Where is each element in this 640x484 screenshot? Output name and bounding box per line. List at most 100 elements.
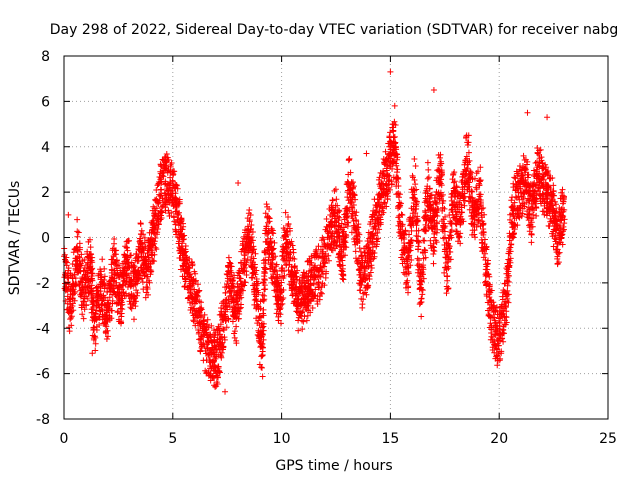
data-point bbox=[152, 244, 159, 251]
data-point bbox=[237, 259, 244, 266]
data-point bbox=[261, 277, 268, 284]
data-point bbox=[414, 255, 421, 262]
data-point bbox=[276, 282, 283, 289]
data-point bbox=[72, 288, 79, 295]
data-point bbox=[89, 350, 96, 357]
data-point bbox=[242, 279, 249, 286]
data-point bbox=[106, 303, 113, 310]
data-point bbox=[277, 320, 284, 327]
data-point bbox=[153, 205, 160, 212]
data-point bbox=[104, 333, 111, 340]
x-tick-labels: 0 5 10 15 20 25 bbox=[60, 431, 617, 447]
data-point bbox=[268, 238, 275, 245]
data-point bbox=[65, 265, 72, 272]
data-point bbox=[79, 311, 86, 318]
data-point bbox=[69, 302, 76, 309]
data-point bbox=[93, 316, 100, 323]
data-point bbox=[147, 261, 154, 268]
data-point bbox=[359, 301, 366, 308]
data-point bbox=[249, 229, 256, 236]
data-point bbox=[374, 235, 381, 242]
data-point bbox=[179, 240, 186, 247]
data-point bbox=[345, 157, 352, 164]
data-point bbox=[275, 317, 282, 324]
data-point bbox=[507, 244, 514, 251]
y-tick-label: 6 bbox=[41, 94, 50, 110]
data-point bbox=[111, 235, 118, 242]
data-point bbox=[409, 174, 416, 181]
chart-title: Day 298 of 2022, Sidereal Day-to-day VTE… bbox=[50, 22, 618, 38]
data-point bbox=[418, 313, 425, 320]
data-point bbox=[248, 233, 255, 240]
data-point bbox=[195, 288, 202, 295]
data-point bbox=[277, 305, 284, 312]
data-point bbox=[346, 155, 353, 162]
data-point bbox=[241, 264, 248, 271]
data-point bbox=[155, 200, 162, 207]
data-point bbox=[126, 237, 133, 244]
x-tick-label: 20 bbox=[490, 431, 508, 447]
data-point bbox=[252, 271, 259, 278]
data-point bbox=[273, 261, 280, 268]
y-tick-label: -8 bbox=[36, 412, 50, 428]
data-point bbox=[284, 231, 291, 238]
data-point bbox=[444, 277, 451, 284]
y-tick-label: -6 bbox=[36, 367, 50, 383]
data-point bbox=[145, 291, 152, 298]
data-point bbox=[178, 215, 185, 222]
data-point bbox=[280, 294, 287, 301]
data-point bbox=[182, 242, 189, 249]
data-point bbox=[204, 345, 211, 352]
data-point bbox=[70, 307, 77, 314]
data-point bbox=[235, 315, 242, 322]
data-point bbox=[123, 255, 130, 262]
data-point bbox=[231, 334, 238, 341]
data-point bbox=[146, 279, 153, 286]
data-point bbox=[356, 245, 363, 252]
data-point bbox=[253, 267, 260, 274]
data-point bbox=[96, 322, 103, 329]
data-point bbox=[393, 169, 400, 176]
data-point bbox=[223, 324, 230, 331]
data-point bbox=[76, 240, 83, 247]
data-point bbox=[270, 230, 277, 237]
data-point bbox=[147, 269, 154, 276]
data-point bbox=[431, 248, 438, 255]
data-point bbox=[222, 388, 229, 395]
data-point bbox=[138, 227, 145, 234]
data-point bbox=[255, 289, 262, 296]
data-point bbox=[391, 102, 398, 109]
data-point bbox=[76, 246, 83, 253]
data-point bbox=[255, 317, 262, 324]
data-point bbox=[425, 166, 432, 173]
data-point bbox=[162, 165, 169, 172]
data-point bbox=[88, 251, 95, 258]
data-point bbox=[244, 256, 251, 263]
data-point bbox=[281, 232, 288, 239]
y-tick-label: 2 bbox=[41, 185, 50, 201]
data-point bbox=[357, 248, 364, 255]
data-point bbox=[291, 255, 298, 262]
data-point bbox=[421, 237, 428, 244]
data-point bbox=[108, 272, 115, 279]
y-tick-label: -2 bbox=[36, 276, 50, 292]
data-point bbox=[430, 87, 437, 94]
data-point bbox=[201, 311, 208, 318]
data-point bbox=[181, 232, 188, 239]
data-point bbox=[260, 320, 267, 327]
data-point bbox=[194, 281, 201, 288]
data-point bbox=[278, 279, 285, 286]
data-point bbox=[132, 303, 139, 310]
data-point bbox=[270, 273, 277, 280]
data-point bbox=[174, 210, 181, 217]
data-point bbox=[238, 294, 245, 301]
data-point bbox=[287, 249, 294, 256]
data-point bbox=[546, 223, 553, 230]
data-point bbox=[253, 276, 260, 283]
data-point bbox=[109, 307, 116, 314]
data-point bbox=[259, 296, 266, 303]
data-point bbox=[163, 150, 170, 157]
data-point bbox=[394, 166, 401, 173]
data-point bbox=[248, 221, 255, 228]
data-point bbox=[158, 214, 165, 221]
